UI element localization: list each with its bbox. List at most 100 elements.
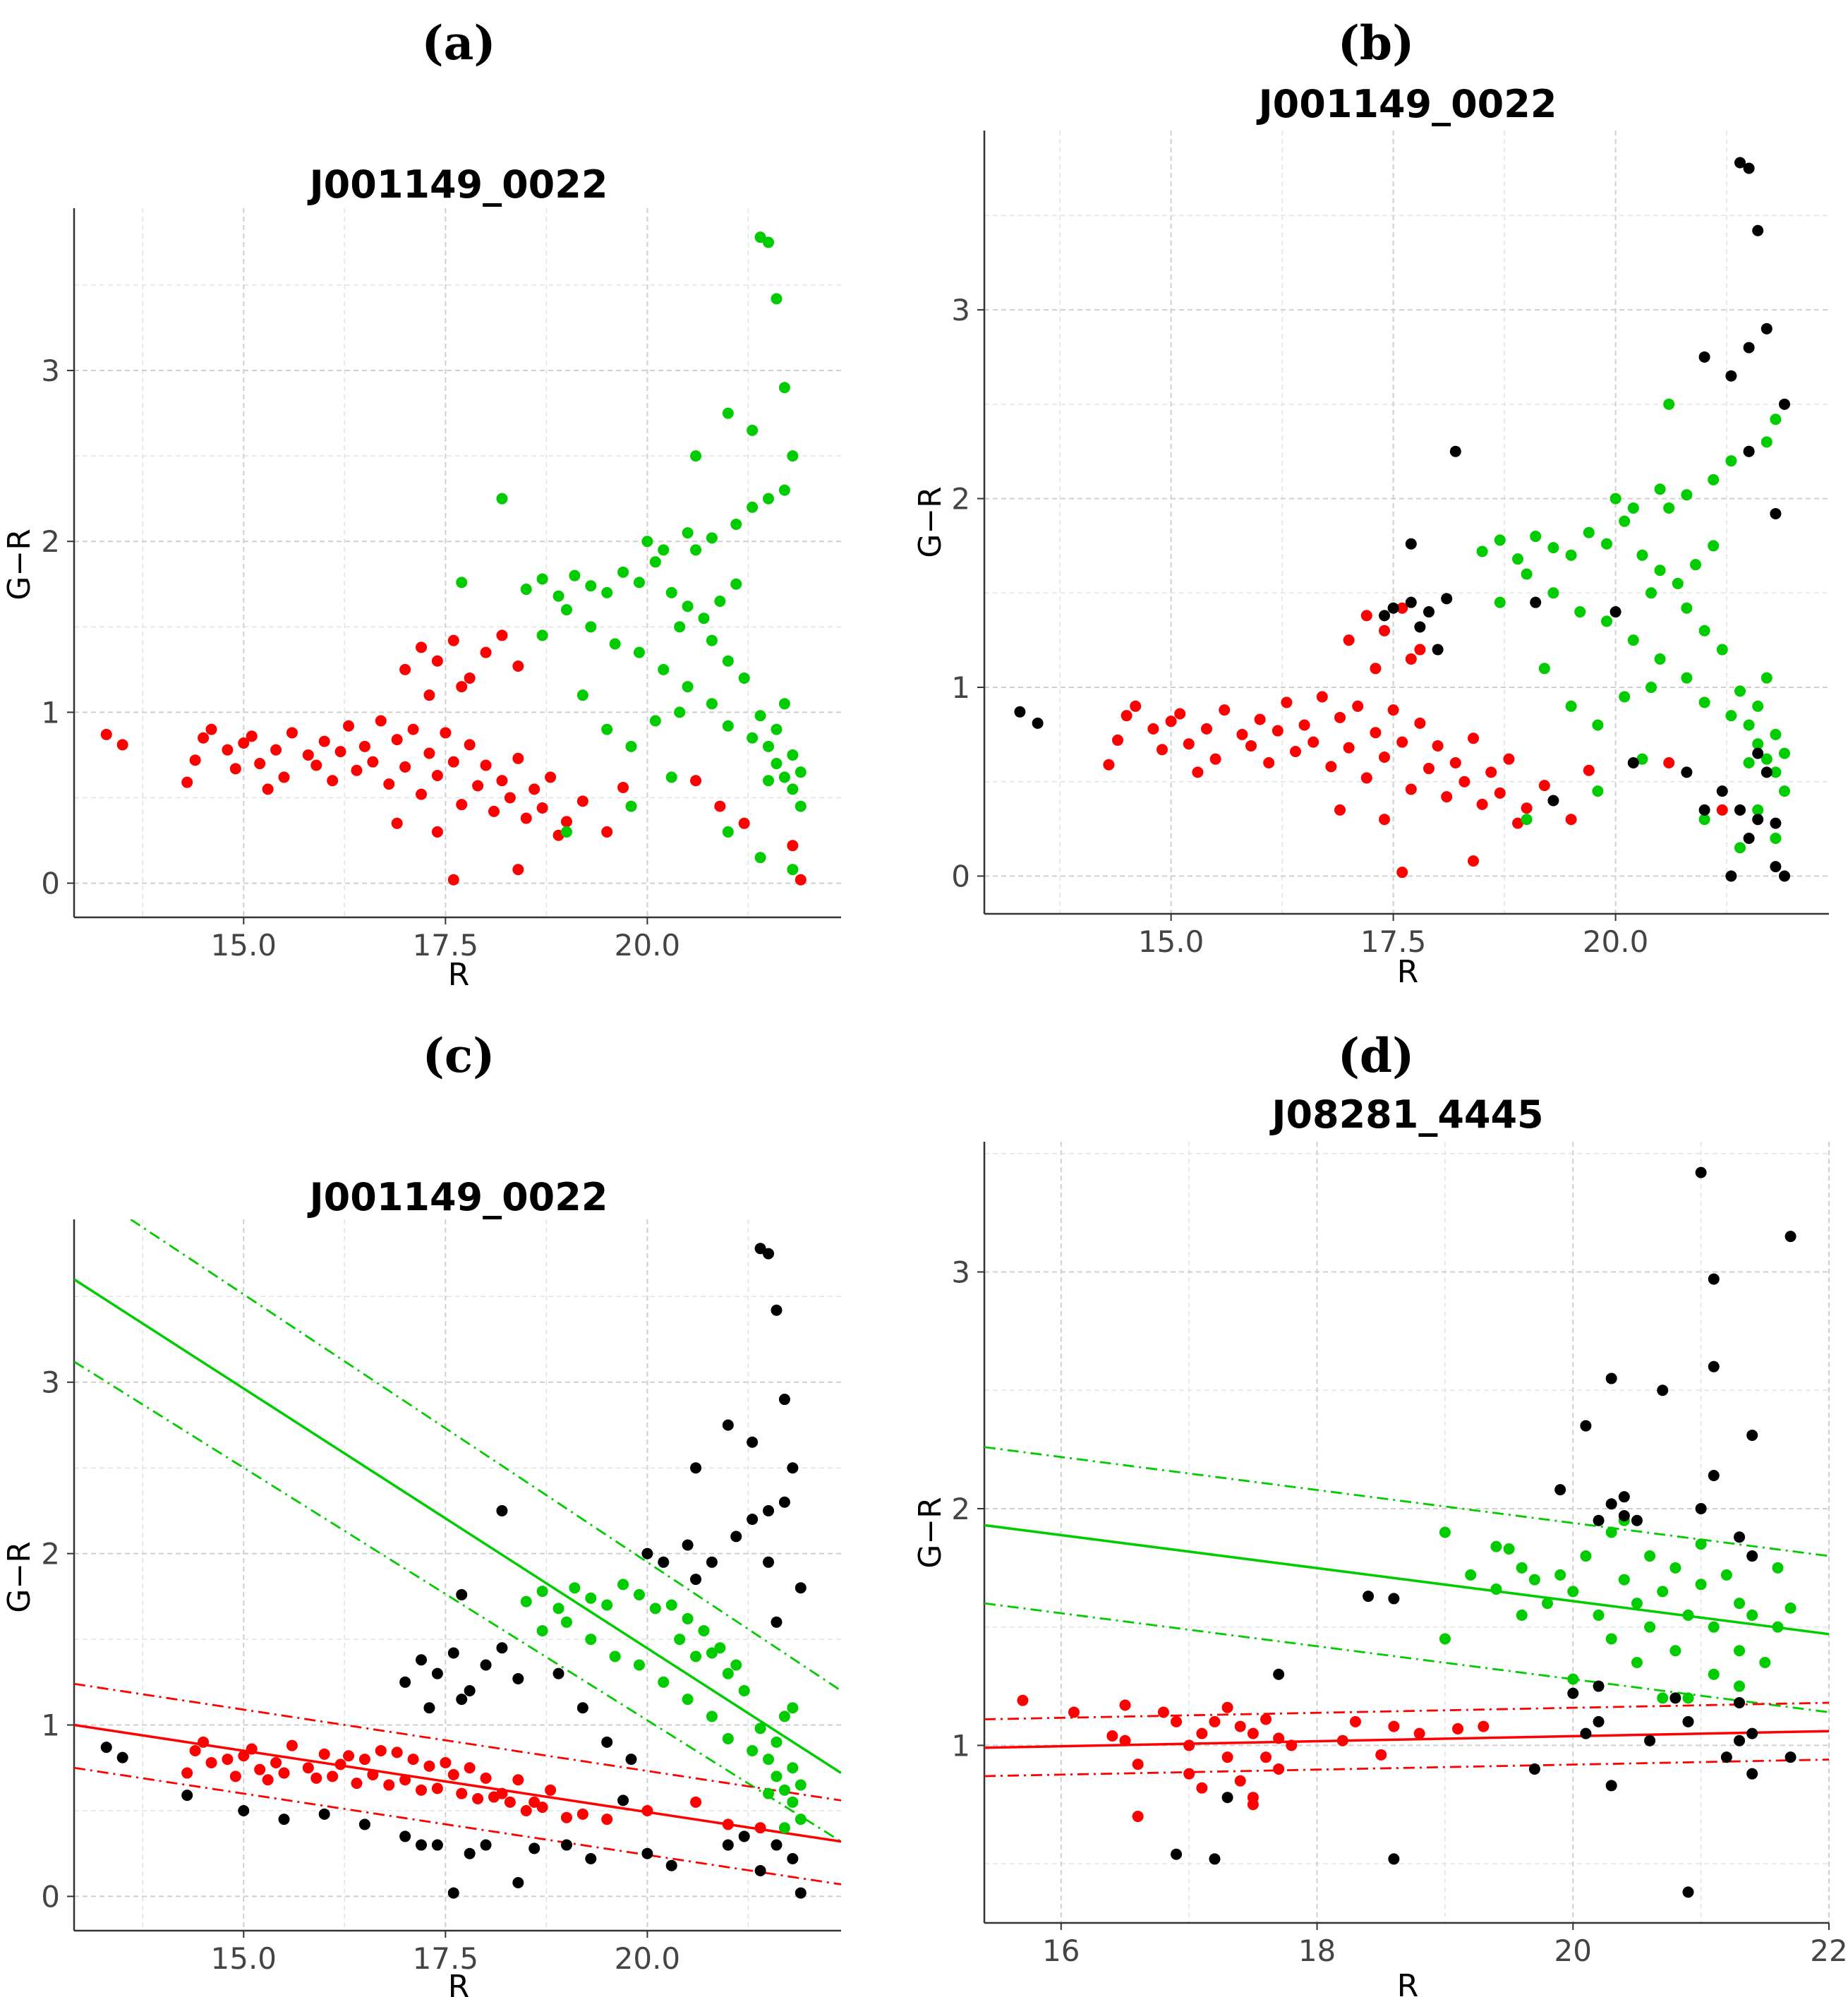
data-point: [520, 584, 532, 596]
data-point: [1106, 1730, 1118, 1742]
data-point: [1761, 436, 1772, 448]
data-point: [1752, 700, 1764, 712]
data-point: [771, 1839, 783, 1851]
data-point: [1631, 1598, 1643, 1610]
data-point: [391, 817, 403, 829]
data-point: [464, 1762, 476, 1774]
data-point: [464, 1847, 476, 1859]
data-point: [1363, 1591, 1375, 1603]
data-point: [1478, 1720, 1490, 1732]
data-point: [1449, 445, 1461, 457]
data-point: [617, 1579, 629, 1591]
data-point: [747, 732, 759, 744]
data-point: [730, 519, 742, 531]
data-point: [1017, 1694, 1029, 1706]
data-point: [512, 1672, 524, 1684]
data-point: [1567, 1673, 1579, 1685]
data-point: [552, 590, 564, 602]
data-point: [488, 805, 500, 817]
data-point: [1119, 1734, 1131, 1746]
data-point: [480, 646, 492, 658]
data-point: [1770, 861, 1782, 873]
data-point: [795, 1582, 807, 1594]
y-axis-label: G−R: [1, 529, 37, 601]
data-point: [367, 756, 379, 768]
data-point: [1580, 1420, 1592, 1432]
data-point: [1449, 757, 1461, 769]
data-point: [763, 1754, 775, 1766]
data-point: [1593, 1680, 1605, 1692]
data-point: [1592, 719, 1604, 731]
data-point: [512, 660, 524, 672]
data-point: [1370, 663, 1382, 675]
data-point: [456, 681, 468, 693]
panel-a: 15.0 17.5 20.0 0 1 2 3 (a) J001149_0022 R G−R: [1, 16, 841, 993]
data-point: [447, 756, 459, 768]
data-point: [690, 544, 702, 556]
data-point: [778, 771, 790, 783]
data-point: [722, 1732, 734, 1744]
data-point: [730, 1659, 742, 1671]
data-point: [504, 792, 516, 804]
data-point: [787, 1702, 799, 1714]
data-point: [1221, 1701, 1233, 1713]
data-point: [665, 1599, 677, 1611]
data-point: [407, 1754, 419, 1766]
data-point: [771, 723, 783, 735]
y-tick-label: 1: [951, 1728, 970, 1763]
data-point: [1583, 764, 1595, 776]
data-point: [1405, 596, 1417, 608]
data-point: [1413, 1727, 1425, 1739]
data-point: [1734, 842, 1746, 854]
data-point: [682, 681, 694, 693]
data-point: [763, 1787, 775, 1799]
data-point: [1759, 1657, 1771, 1668]
data-point: [1236, 728, 1248, 740]
y-tick-label: 2: [41, 1537, 60, 1571]
data-point: [343, 720, 355, 732]
data-point: [649, 715, 661, 727]
data-point: [674, 706, 686, 718]
panel-letter: (d): [1338, 1028, 1415, 1083]
y-tick-label: 0: [41, 1879, 60, 1914]
data-point: [302, 1762, 314, 1774]
panel-letter: (b): [1338, 16, 1415, 71]
data-point: [1743, 445, 1755, 457]
data-point: [512, 864, 524, 876]
data-point: [1234, 1775, 1246, 1787]
panel-b: 15.0 17.5 20.0 0 1 2 3 (b) J001149_0022 R G−R: [912, 16, 1829, 990]
series-black-group: [1171, 1166, 1796, 1898]
data-point: [286, 727, 298, 739]
data-point: [520, 812, 532, 824]
data-point: [181, 776, 193, 788]
x-tick-label: 15.0: [211, 928, 277, 963]
data-point: [601, 1736, 613, 1748]
data-point: [787, 840, 799, 852]
series-red-group: [100, 629, 807, 886]
data-point: [1627, 634, 1639, 646]
data-point: [391, 734, 403, 746]
data-point: [771, 1736, 783, 1748]
data-point: [569, 1582, 581, 1594]
data-point: [447, 634, 459, 646]
data-point: [576, 1702, 588, 1714]
data-point: [1644, 1621, 1656, 1633]
data-point: [1538, 663, 1550, 675]
data-point: [456, 1787, 468, 1799]
data-point: [423, 1760, 435, 1772]
x-axis-label: R: [1397, 1968, 1419, 1997]
data-point: [674, 1634, 686, 1646]
data-point: [100, 1742, 112, 1754]
data-point: [787, 864, 799, 876]
data-point: [1779, 785, 1790, 797]
data-point: [270, 744, 282, 756]
data-point: [1770, 414, 1782, 426]
data-point: [1627, 502, 1639, 514]
data-point: [536, 1624, 548, 1636]
data-point: [1273, 1763, 1285, 1775]
x-tick-label: 16: [1042, 1933, 1080, 1968]
data-point: [1567, 1586, 1579, 1598]
data-point: [351, 764, 363, 776]
data-point: [706, 1711, 718, 1723]
data-point: [1234, 1720, 1246, 1732]
